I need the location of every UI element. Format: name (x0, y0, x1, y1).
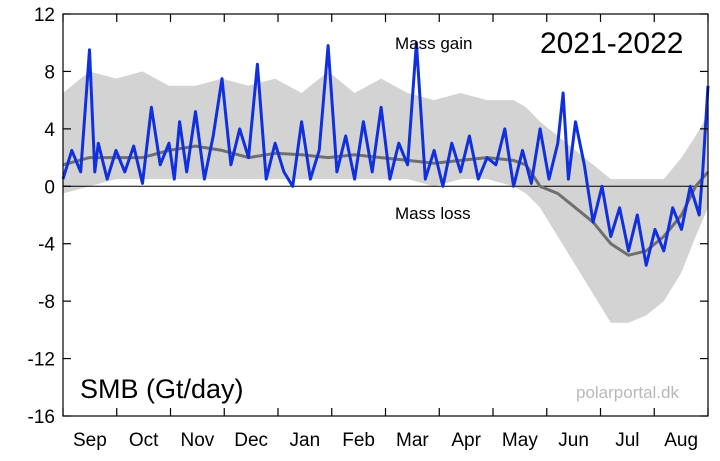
y-tick-label: 0 (44, 177, 55, 198)
x-tick-label: Jan (290, 430, 321, 451)
x-tick-label: Oct (129, 430, 159, 451)
x-tick-label: Sep (73, 430, 107, 451)
x-tick-label: Nov (180, 430, 214, 451)
mass-loss-annotation: Mass loss (395, 204, 471, 223)
x-axis: Sep Oct Nov Dec Jan Feb Mar Apr May Jun Jul Aug (62, 14, 709, 451)
x-tick-label: Jul (615, 430, 639, 451)
x-tick-label: Apr (451, 430, 481, 451)
x-tick-label: Mar (396, 430, 429, 451)
y-tick-label: -12 (28, 350, 55, 371)
daily-series-line (61, 41, 710, 267)
range-band (63, 71, 708, 323)
x-tick-label: Aug (664, 430, 698, 451)
y-tick-label: 8 (44, 62, 55, 83)
x-tick-label: Dec (234, 430, 268, 451)
y-tick-label: 12 (34, 5, 55, 26)
x-tick-label: Feb (342, 430, 375, 451)
chart-title: 2021-2022 (540, 27, 683, 60)
y-tick-label: -16 (28, 407, 55, 428)
y-axis: 12 8 4 0 -4 -8 -12 -16 (28, 5, 708, 428)
y-tick-label: -4 (38, 235, 55, 256)
y-tick-label: 4 (44, 120, 55, 141)
y-axis-label: SMB (Gt/day) (80, 374, 244, 404)
x-tick-label: May (502, 430, 538, 451)
mass-gain-annotation: Mass gain (395, 34, 472, 53)
x-tick-label: Jun (558, 430, 589, 451)
credit-text: polarportal.dk (576, 383, 680, 402)
y-tick-label: -8 (38, 292, 55, 313)
